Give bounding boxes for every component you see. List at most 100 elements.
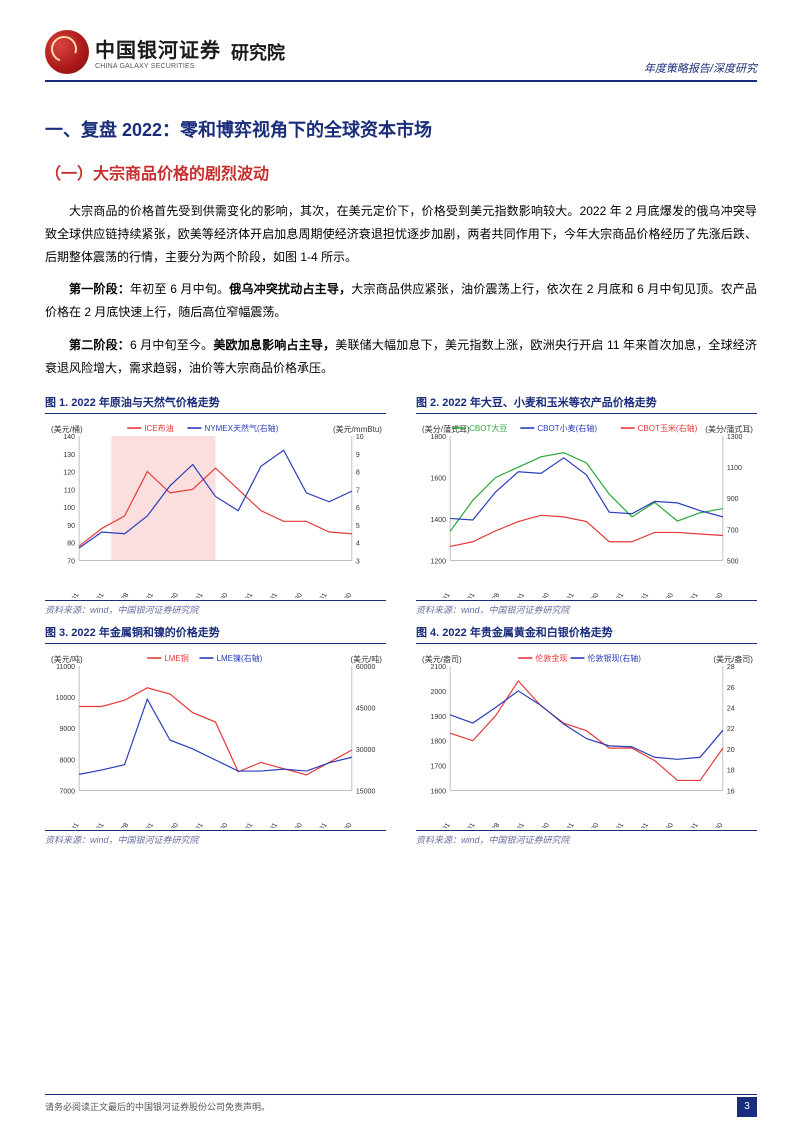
svg-text:22-09-30: 22-09-30 xyxy=(284,591,304,598)
svg-text:1800: 1800 xyxy=(431,738,447,745)
page-footer: 请务必阅读正文最后的中国银河证券股份公司免责声明。 3 xyxy=(45,1094,757,1113)
svg-text:22-08-31: 22-08-31 xyxy=(630,591,650,598)
svg-text:1900: 1900 xyxy=(431,713,447,720)
svg-text:22-11-30: 22-11-30 xyxy=(705,822,725,829)
svg-text:70: 70 xyxy=(67,558,75,565)
svg-text:1100: 1100 xyxy=(727,465,742,472)
svg-text:21-12-31: 21-12-31 xyxy=(61,591,81,598)
svg-text:8000: 8000 xyxy=(60,757,76,764)
charts-grid: 图 1. 2022 年原油与天然气价格走势 (美元/桶) (美元/mmBtu) 70… xyxy=(45,394,757,846)
svg-text:10: 10 xyxy=(356,434,364,441)
chart-2-source: 资料来源：wind，中国银河证券研究院 xyxy=(416,600,757,616)
svg-text:110: 110 xyxy=(64,487,75,494)
svg-text:7000: 7000 xyxy=(60,788,76,795)
svg-text:ICE布油: ICE布油 xyxy=(144,423,173,433)
svg-text:60000: 60000 xyxy=(356,664,376,671)
svg-text:900: 900 xyxy=(727,496,739,503)
svg-text:(美分/蒲式耳): (美分/蒲式耳) xyxy=(422,424,470,434)
svg-text:22-08-31: 22-08-31 xyxy=(630,821,650,828)
svg-text:(美元/桶): (美元/桶) xyxy=(51,424,83,434)
svg-text:22-03-31: 22-03-31 xyxy=(135,821,155,828)
svg-text:22-05-31: 22-05-31 xyxy=(556,591,576,598)
svg-text:8: 8 xyxy=(356,469,360,476)
chart-2-svg: (美分/蒲式耳)(美分/蒲式耳)120014001600180050070090… xyxy=(416,418,757,599)
svg-text:100: 100 xyxy=(63,505,75,512)
svg-text:18: 18 xyxy=(727,767,735,774)
svg-text:CBOT大豆: CBOT大豆 xyxy=(469,423,507,433)
svg-text:22-10-31: 22-10-31 xyxy=(309,591,329,598)
paragraph-3: 第二阶段：6 月中旬至今。美欧加息影响占主导，美联储大幅加息下，美元指数上涨，欧… xyxy=(45,334,757,380)
svg-text:22-07-31: 22-07-31 xyxy=(605,821,625,828)
svg-text:(美元/吨): (美元/吨) xyxy=(51,654,83,664)
svg-text:22-09-30: 22-09-30 xyxy=(284,821,304,828)
svg-text:LME镍(右轴): LME镍(右轴) xyxy=(216,653,262,663)
svg-text:22-03-31: 22-03-31 xyxy=(135,591,155,598)
p2-cause: 俄乌冲突扰动占主导， xyxy=(229,282,351,296)
chart-4-svg: (美元/盎司)(美元/盎司)16001700180019002000210016… xyxy=(416,648,757,829)
svg-text:500: 500 xyxy=(727,558,739,565)
svg-text:700: 700 xyxy=(727,527,739,534)
page-header: 中国银河证券 CHINA GALAXY SECURITIES 研究院 年度策略报… xyxy=(45,30,757,82)
chart-2-title: 图 2. 2022 年大豆、小麦和玉米等农产品价格走势 xyxy=(416,394,757,414)
svg-text:130: 130 xyxy=(63,451,75,458)
svg-text:21-12-31: 21-12-31 xyxy=(61,821,81,828)
svg-text:22-09-30: 22-09-30 xyxy=(655,591,675,598)
svg-text:21-12-31: 21-12-31 xyxy=(432,591,452,598)
svg-text:22-04-30: 22-04-30 xyxy=(160,591,180,598)
svg-text:(美元/mmBtu): (美元/mmBtu) xyxy=(333,424,382,434)
division-name: 研究院 xyxy=(231,39,285,65)
svg-text:22-07-31: 22-07-31 xyxy=(234,821,254,828)
svg-text:22-01-31: 22-01-31 xyxy=(457,591,477,598)
company-name-en: CHINA GALAXY SECURITIES xyxy=(95,63,221,70)
svg-text:22-05-31: 22-05-31 xyxy=(185,821,205,828)
svg-text:22-09-30: 22-09-30 xyxy=(655,821,675,828)
svg-text:22-01-31: 22-01-31 xyxy=(86,591,106,598)
svg-text:3: 3 xyxy=(356,558,360,565)
svg-text:22-06-30: 22-06-30 xyxy=(581,591,601,598)
svg-text:1700: 1700 xyxy=(431,763,447,770)
svg-text:22-06-30: 22-06-30 xyxy=(581,821,601,828)
company-logo-icon xyxy=(45,30,89,74)
svg-text:9: 9 xyxy=(356,451,360,458)
svg-text:15000: 15000 xyxy=(356,788,376,795)
svg-text:22-02-28: 22-02-28 xyxy=(110,591,130,598)
paragraph-1: 大宗商品的价格首先受到供需变化的影响，其次，在美元定价下，价格受到美元指数影响较… xyxy=(45,200,757,268)
paragraph-2: 第一阶段：年初至 6 月中旬。俄乌冲突扰动占主导，大宗商品供应紧张，油价震荡上行… xyxy=(45,278,757,324)
p3-label: 第二阶段： xyxy=(69,338,130,352)
chart-3-cell: 图 3. 2022 年金属铜和镍的价格走势 (美元/吨)(美元/吨)700080… xyxy=(45,624,386,846)
svg-text:22-02-28: 22-02-28 xyxy=(481,591,501,598)
svg-text:30000: 30000 xyxy=(356,747,376,754)
chart-1-title: 图 1. 2022 年原油与天然气价格走势 xyxy=(45,394,386,414)
svg-text:22-08-31: 22-08-31 xyxy=(259,591,279,598)
svg-text:21-12-31: 21-12-31 xyxy=(432,821,452,828)
svg-text:(美分/蒲式耳): (美分/蒲式耳) xyxy=(705,424,753,434)
svg-text:45000: 45000 xyxy=(356,705,376,712)
company-name-cn: 中国银河证券 xyxy=(95,34,221,63)
svg-text:(美元/盎司): (美元/盎司) xyxy=(422,654,462,664)
svg-text:120: 120 xyxy=(63,469,75,476)
svg-text:22-05-31: 22-05-31 xyxy=(185,591,205,598)
breadcrumb: 年度策略报告/深度研究 xyxy=(644,60,757,76)
svg-text:22-06-30: 22-06-30 xyxy=(210,821,230,828)
svg-text:24: 24 xyxy=(727,705,735,712)
svg-text:1200: 1200 xyxy=(431,558,447,565)
svg-text:20: 20 xyxy=(727,747,735,754)
chart-1-source: 资料来源：wind，中国银河证券研究院 xyxy=(45,600,386,616)
svg-text:4: 4 xyxy=(356,540,360,547)
page-number: 3 xyxy=(737,1097,757,1117)
chart-3-title: 图 3. 2022 年金属铜和镍的价格走势 xyxy=(45,624,386,644)
svg-text:22-02-28: 22-02-28 xyxy=(481,821,501,828)
svg-text:(美元/盎司): (美元/盎司) xyxy=(713,654,753,664)
p2-label: 第一阶段： xyxy=(69,282,130,296)
svg-text:22-03-31: 22-03-31 xyxy=(506,821,526,828)
svg-text:22-08-31: 22-08-31 xyxy=(259,821,279,828)
svg-text:1800: 1800 xyxy=(431,434,447,441)
svg-text:28: 28 xyxy=(727,664,735,671)
p2-range: 年初至 6 月中旬。 xyxy=(130,282,229,296)
svg-text:10000: 10000 xyxy=(56,695,76,702)
svg-text:1600: 1600 xyxy=(431,788,447,795)
chart-4-source: 资料来源：wind，中国银河证券研究院 xyxy=(416,830,757,846)
svg-text:CBOT小麦(右轴): CBOT小麦(右轴) xyxy=(537,423,597,433)
svg-text:9000: 9000 xyxy=(60,726,76,733)
svg-text:CBOT玉米(右轴): CBOT玉米(右轴) xyxy=(638,423,698,433)
